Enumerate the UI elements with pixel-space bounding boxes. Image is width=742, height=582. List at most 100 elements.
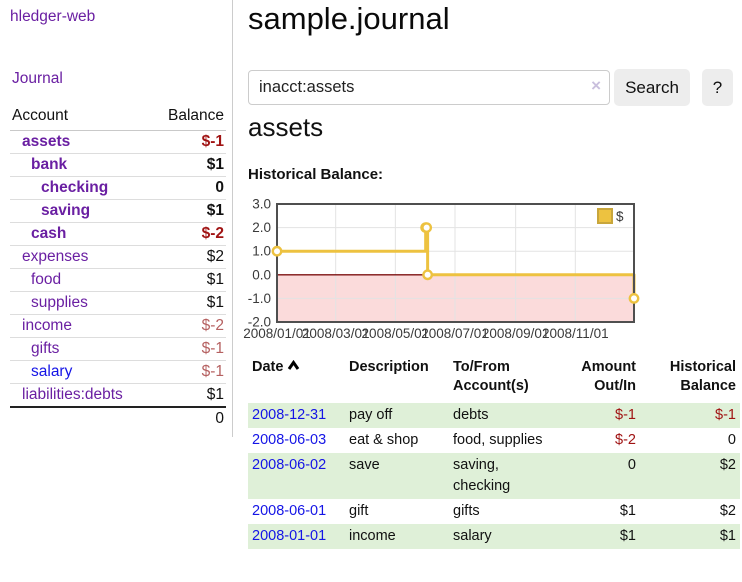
account-balance: $1 xyxy=(151,199,226,223)
register-description: gift xyxy=(349,503,369,519)
svg-text:2008/03/01: 2008/03/01 xyxy=(302,326,370,341)
accounts-header-account: Account xyxy=(10,104,152,131)
register-accounts: saving, checking xyxy=(453,457,511,494)
account-row: liabilities:debts $1 xyxy=(10,383,226,408)
svg-text:2008/05/01: 2008/05/01 xyxy=(362,326,430,341)
plot-border xyxy=(276,203,635,323)
help-button[interactable]: ? xyxy=(702,69,733,106)
accounts-total-spacer xyxy=(10,406,152,430)
search-input[interactable] xyxy=(248,70,610,105)
account-row: gifts $-1 xyxy=(10,337,226,361)
register-balance: 0 xyxy=(727,432,736,448)
data-point xyxy=(271,245,283,257)
register-balance: $-1 xyxy=(715,407,736,423)
register-row: 2008-06-03 eat & shop food, supplies $-2 0 xyxy=(248,428,740,453)
account-balance: $-2 xyxy=(151,222,226,246)
register-balance: $1 xyxy=(719,528,736,544)
account-row: food $1 xyxy=(10,268,226,292)
page-title: sample.journal xyxy=(248,1,450,36)
accounts-header-balance: Balance xyxy=(151,104,226,131)
register-date-link[interactable]: 2008-12-31 xyxy=(252,407,327,423)
register-accounts: debts xyxy=(453,407,489,423)
sidebar-account-link[interactable]: expenses xyxy=(22,248,89,265)
account-balance: $2 xyxy=(151,245,226,269)
register-amount: $1 xyxy=(619,503,636,519)
account-balance: 0 xyxy=(151,176,226,200)
brand-link[interactable]: hledger-web xyxy=(10,8,96,25)
register-amount: $-2 xyxy=(615,432,636,448)
register-row: 2008-12-31 pay off debts $-1 $-1 xyxy=(248,403,740,428)
search-box: × xyxy=(248,70,610,105)
account-balance: $1 xyxy=(151,383,226,408)
sidebar-account-link[interactable]: saving xyxy=(41,202,91,219)
data-point xyxy=(422,269,434,281)
register-date-link[interactable]: 2008-06-03 xyxy=(252,432,327,448)
register-amount: 0 xyxy=(627,457,636,473)
account-heading: assets xyxy=(248,112,324,142)
sidebar-account-link[interactable]: income xyxy=(22,317,72,334)
sidebar-account-link[interactable]: food xyxy=(31,271,62,288)
accounts-total-row: 0 xyxy=(10,406,226,430)
register-balance: $2 xyxy=(719,503,736,519)
sidebar-account-link[interactable]: checking xyxy=(41,179,109,196)
register-header-balance: Historical Balance xyxy=(669,359,736,394)
account-balance: $1 xyxy=(151,268,226,292)
register-accounts: salary xyxy=(453,528,492,544)
register-header-date[interactable]: Date xyxy=(248,354,345,403)
legend-label: $ xyxy=(616,209,624,224)
accounts-header-row: Account Balance xyxy=(10,104,226,131)
accounts-total-value: 0 xyxy=(151,406,226,430)
legend-swatch xyxy=(597,208,613,224)
account-row: cash $-2 xyxy=(10,222,226,246)
main-content: sample.journal × Search ? assets Histori… xyxy=(243,0,742,582)
accounts-table: Account Balance assets $-1 bank $1 checking 0… xyxy=(10,104,226,430)
sidebar-account-link[interactable]: bank xyxy=(31,156,68,173)
sidebar-account-link[interactable]: supplies xyxy=(31,294,88,311)
sidebar: hledger-web Journal Account Balance asse… xyxy=(0,0,233,437)
register-date-link[interactable]: 2008-06-01 xyxy=(252,503,327,519)
sidebar-account-link[interactable]: assets xyxy=(22,133,71,150)
balance-chart[interactable]: 3.0 2.0 1.0 0.0 -1.0 -2.02008/01/012008/03/01… xyxy=(240,192,742,344)
data-point xyxy=(628,293,640,304)
sidebar-item-journal[interactable]: Journal xyxy=(12,70,63,87)
account-row: checking 0 xyxy=(10,176,226,200)
account-row: income $-2 xyxy=(10,314,226,338)
register-amount: $1 xyxy=(619,528,636,544)
account-row: supplies $1 xyxy=(10,291,226,315)
register-date-link[interactable]: 2008-01-01 xyxy=(252,528,327,544)
register-header-row: Date Description To/From Account(s) Amou… xyxy=(248,354,740,403)
svg-text:2008/09/01: 2008/09/01 xyxy=(482,326,550,341)
svg-text:2008/01/01: 2008/01/01 xyxy=(243,326,311,341)
svg-text:2008/07/01: 2008/07/01 xyxy=(421,326,489,341)
register-accounts: gifts xyxy=(453,503,480,519)
register-header-amount: Amount Out/In xyxy=(581,359,636,394)
sidebar-account-link[interactable]: cash xyxy=(31,225,67,242)
register-table: Date Description To/From Account(s) Amou… xyxy=(248,354,740,549)
account-balance: $-1 xyxy=(151,360,226,384)
register-date-link[interactable]: 2008-06-02 xyxy=(252,457,327,473)
account-balance: $1 xyxy=(151,291,226,315)
sidebar-account-link[interactable]: gifts xyxy=(31,340,60,357)
register-row: 2008-06-01 gift gifts $1 $2 xyxy=(248,499,740,524)
register-description: pay off xyxy=(349,407,393,423)
account-row: salary $-1 xyxy=(10,360,226,384)
account-balance: $-2 xyxy=(151,314,226,338)
clear-search-icon[interactable]: × xyxy=(591,76,601,95)
register-amount: $-1 xyxy=(615,407,636,423)
sidebar-account-link[interactable]: liabilities:debts xyxy=(22,386,123,403)
sidebar-account-link[interactable]: salary xyxy=(31,363,73,380)
account-row: expenses $2 xyxy=(10,245,226,269)
register-description: eat & shop xyxy=(349,432,419,448)
svg-text:-1.0: -1.0 xyxy=(248,291,271,306)
account-row: bank $1 xyxy=(10,153,226,177)
svg-text:3.0: 3.0 xyxy=(252,197,271,212)
sort-ascending-icon xyxy=(287,358,300,377)
svg-text:2.0: 2.0 xyxy=(252,220,271,235)
account-balance: $-1 xyxy=(151,130,226,154)
register-header-accounts: To/From Account(s) xyxy=(453,359,529,394)
svg-text:0.0: 0.0 xyxy=(252,267,271,282)
account-row: assets $-1 xyxy=(10,130,226,154)
register-description: income xyxy=(349,528,396,544)
search-button[interactable]: Search xyxy=(614,69,690,106)
account-balance: $-1 xyxy=(151,337,226,361)
